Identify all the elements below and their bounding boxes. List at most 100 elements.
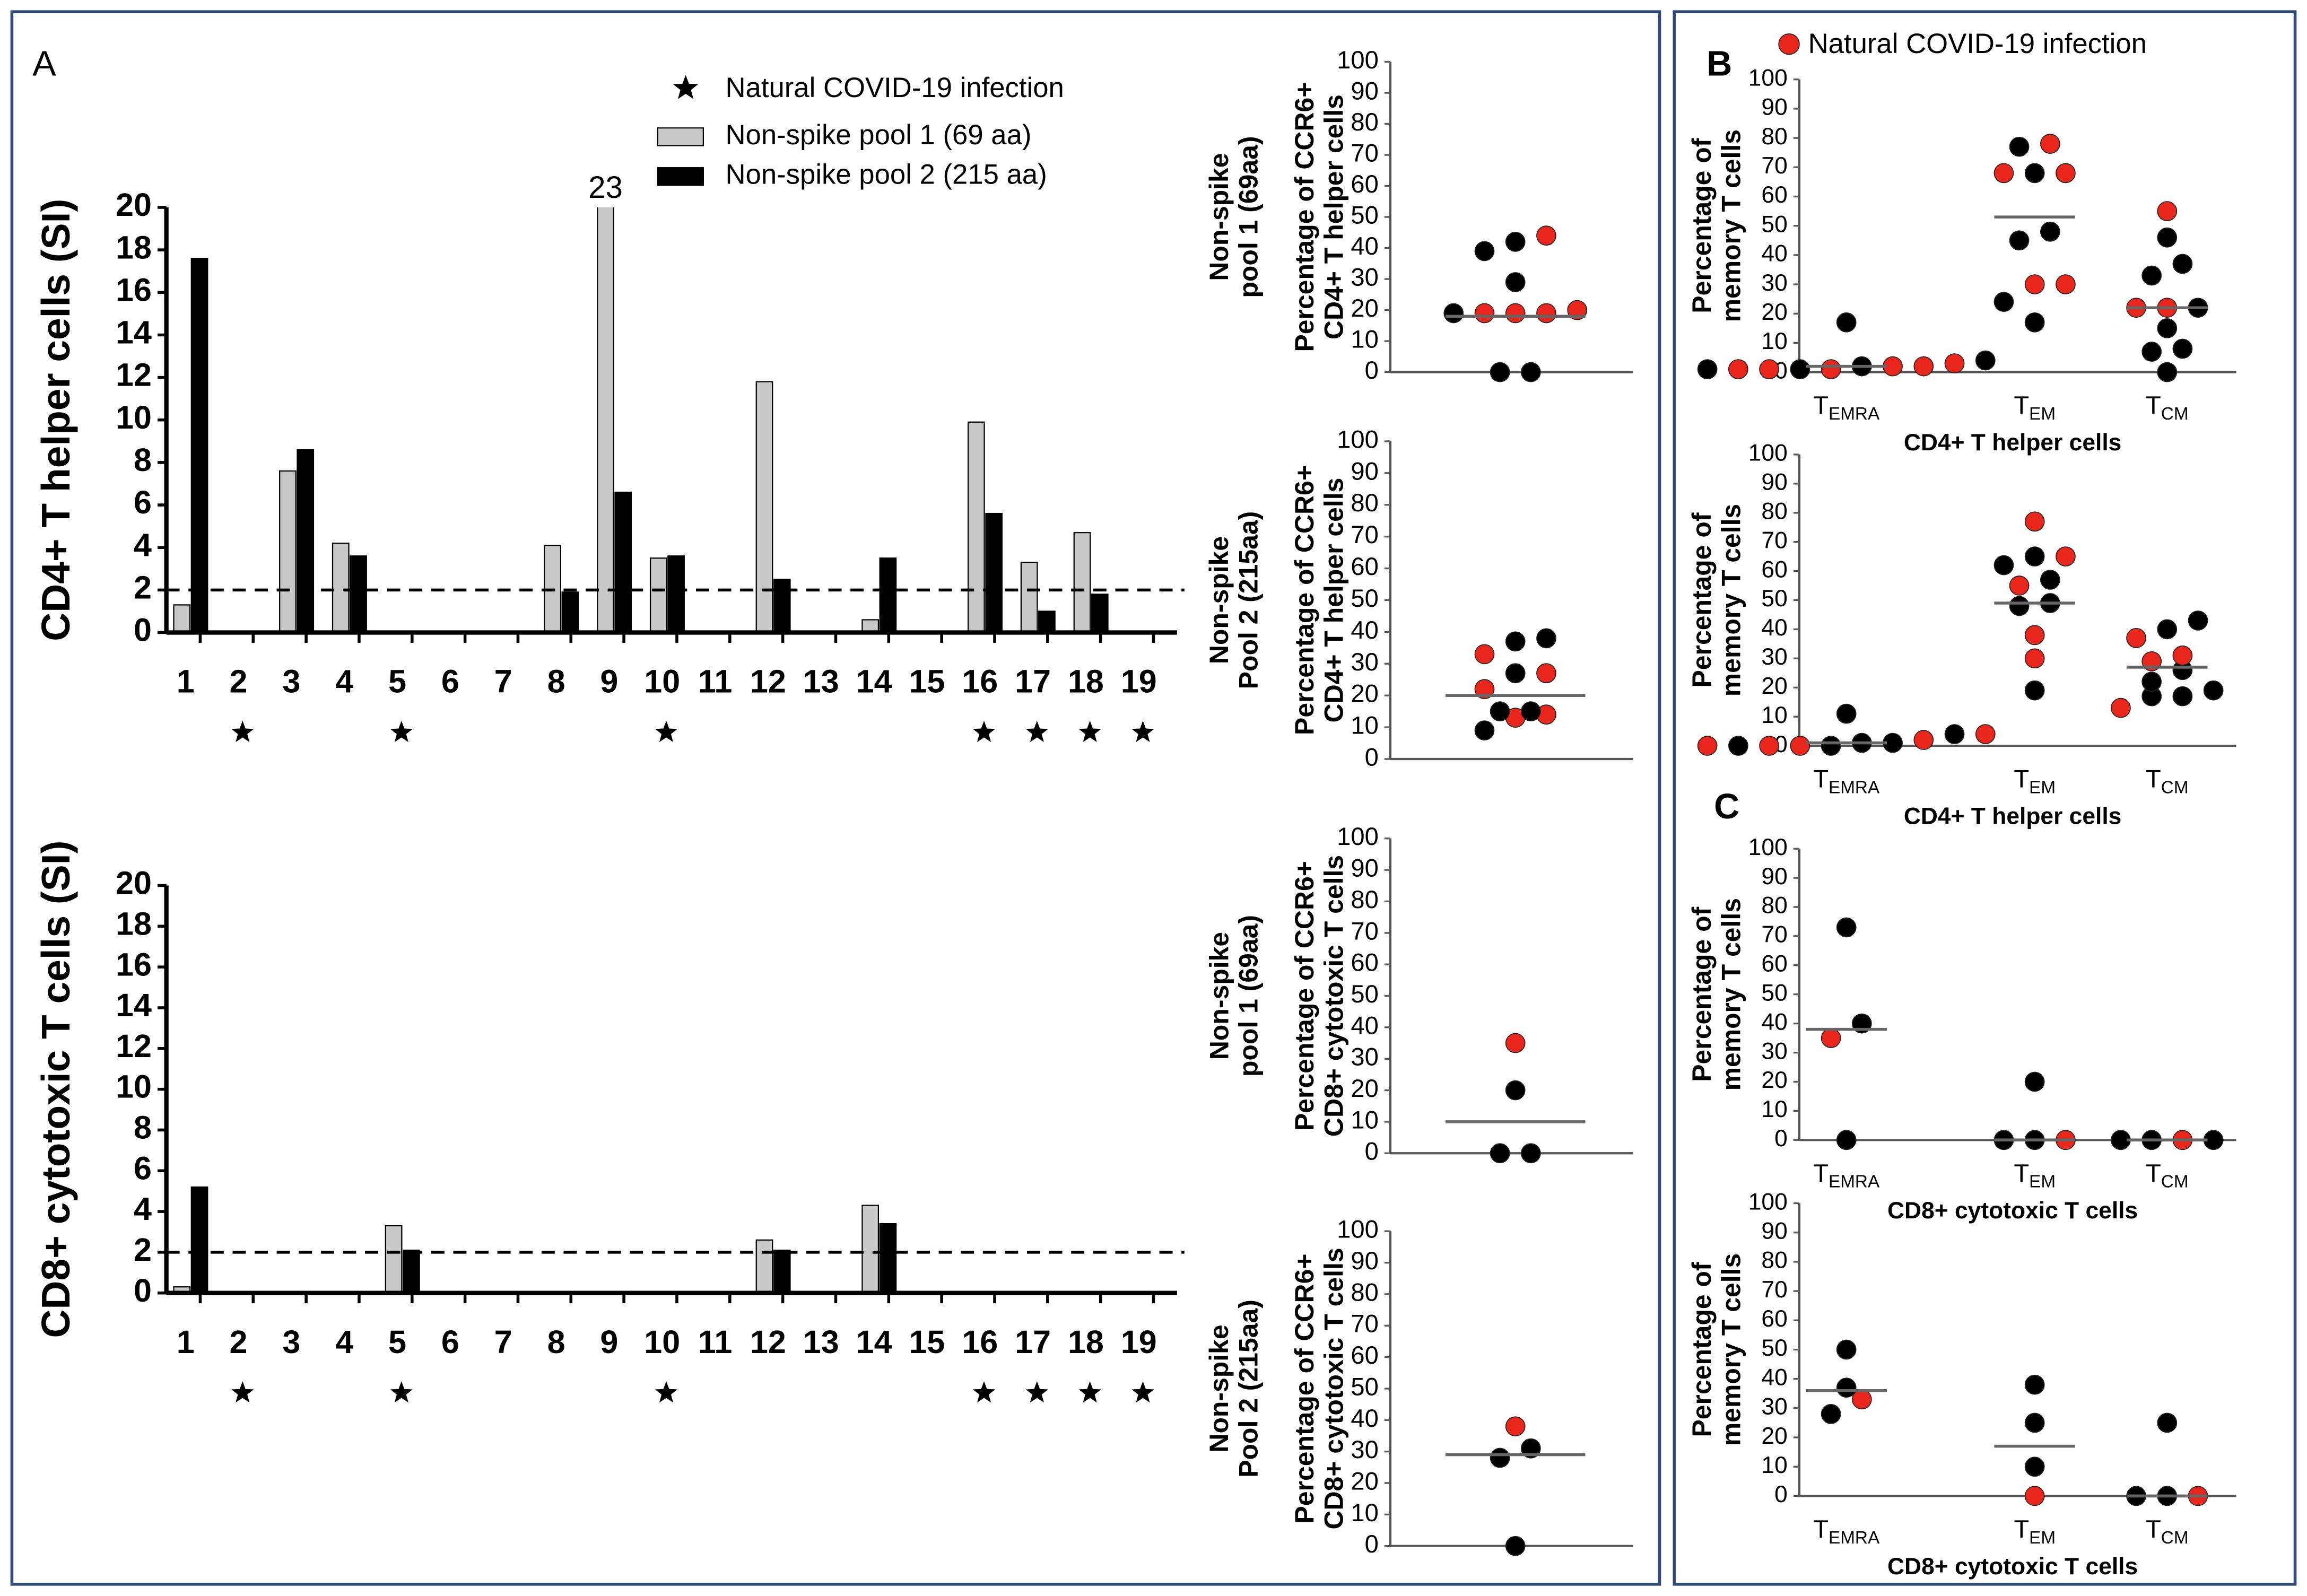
bar (403, 1249, 420, 1293)
x-tick-label: TCM (2146, 1159, 2189, 1191)
data-point (2024, 312, 2045, 333)
y-tick-label: 70 (1761, 1277, 1787, 1303)
y-tick-label: 0 (134, 612, 152, 648)
data-point (2040, 134, 2060, 154)
x-axis-label: CD4+ T helper cells (1904, 430, 2122, 456)
data-point (1697, 736, 1718, 756)
y-tick-label: 80 (1351, 489, 1378, 517)
category-main: T (1813, 1515, 1829, 1543)
bar (597, 207, 614, 633)
data-point (2172, 645, 2193, 666)
y-tick-label: 80 (1351, 108, 1378, 136)
x-tick-label: TEM (2014, 1515, 2056, 1547)
data-point (1443, 303, 1464, 324)
data-point (1536, 663, 1556, 684)
y-tick-label: 90 (1761, 864, 1787, 889)
data-point (1505, 1080, 1526, 1101)
data-point (2172, 338, 2193, 359)
category-main: T (1813, 765, 1829, 793)
y-tick-label: 90 (1761, 94, 1787, 120)
category-sub: CM (2161, 1172, 2189, 1191)
y-tick-label: 20 (116, 187, 152, 223)
y-tick-label: 10 (1351, 325, 1378, 353)
data-point (2141, 342, 2162, 362)
category-main: T (2014, 391, 2029, 420)
y-axis-label: memory T cells (1716, 1253, 1746, 1446)
legend-swatch (657, 167, 704, 186)
infection-star (655, 720, 678, 743)
data-point (1505, 1536, 1526, 1556)
x-tick-label: 1 (177, 664, 195, 700)
data-point (1836, 312, 1857, 333)
y-axis-label: Percentage of (1687, 138, 1717, 313)
y-axis-label: CD4+ T helper cells (1319, 94, 1349, 339)
x-tick-label: 6 (441, 1324, 459, 1360)
x-tick-label: 9 (600, 1324, 618, 1360)
bar (879, 557, 897, 633)
y-tick-label: 14 (116, 987, 152, 1023)
x-tick-label: 3 (282, 664, 300, 700)
data-point (1821, 1404, 1841, 1424)
x-tick-label: 8 (547, 664, 565, 700)
data-point (2126, 628, 2146, 648)
y-tick-label: 90 (1351, 457, 1378, 485)
y-tick-label: 10 (1761, 1452, 1787, 1478)
data-point (2172, 686, 2193, 707)
infection-star (231, 1381, 254, 1403)
legend-dot (1778, 33, 1800, 55)
y-tick-label: 100 (1748, 834, 1788, 860)
y-tick-label: 60 (1761, 951, 1787, 977)
data-point (2188, 611, 2208, 631)
data-point (1505, 663, 1526, 684)
y-tick-label: 8 (134, 1110, 152, 1146)
x-tick-label: 11 (698, 1324, 732, 1360)
data-point (1490, 701, 1510, 722)
y-tick-label: 60 (1351, 1341, 1378, 1369)
y-tick-label: 20 (116, 865, 152, 901)
x-tick-label: 1 (177, 1324, 195, 1360)
y-axis-label: CD4+ T helper cells (1319, 478, 1349, 723)
y-tick-label: 100 (1337, 46, 1379, 74)
y-tick-label: 20 (1351, 1074, 1378, 1102)
panel-label: C (1714, 787, 1739, 826)
data-point (2024, 163, 2045, 184)
data-point (1697, 359, 1718, 379)
infection-star (972, 1381, 996, 1403)
data-point (2157, 201, 2178, 221)
bar (332, 543, 350, 633)
data-point (2024, 274, 2045, 294)
category-main: T (2146, 1515, 2161, 1543)
y-tick-label: 16 (116, 946, 152, 982)
y-tick-label: 80 (1761, 893, 1787, 919)
infection-star (1131, 1381, 1154, 1403)
y-tick-label: 30 (1761, 1038, 1787, 1064)
data-point (1836, 1339, 1857, 1360)
data-point (1474, 644, 1495, 665)
data-point (1505, 1033, 1526, 1053)
y-tick-label: 0 (1365, 1137, 1379, 1165)
bar (279, 470, 297, 633)
data-point (1474, 720, 1495, 740)
y-axis-label: Percentage of CCR6+ (1290, 1254, 1319, 1524)
x-tick-label: 16 (962, 1324, 998, 1360)
y-tick-label: 40 (1351, 1404, 1378, 1432)
y-tick-label: 20 (1761, 1067, 1787, 1093)
y-tick-label: 20 (1761, 299, 1787, 325)
x-tick-label: 2 (230, 664, 248, 700)
y-axis-label: CD8+ cytotoxic T cells (SI) (33, 841, 78, 1338)
y-tick-label: 50 (1351, 1372, 1378, 1400)
y-tick-label: 50 (1761, 586, 1787, 612)
x-tick-label: 18 (1068, 664, 1104, 700)
y-tick-label: 70 (1351, 1310, 1378, 1338)
bar (190, 1186, 208, 1293)
category-sub: EMRA (1829, 404, 1880, 424)
x-tick-label: TEM (2014, 765, 2056, 797)
y-tick-label: 40 (1761, 615, 1787, 641)
data-point (1851, 1389, 1872, 1410)
category-sub: EMRA (1829, 1528, 1880, 1548)
category-main: T (2146, 391, 2161, 420)
y-tick-label: 10 (116, 1069, 152, 1105)
x-axis-label: CD4+ T helper cells (1904, 804, 2122, 830)
